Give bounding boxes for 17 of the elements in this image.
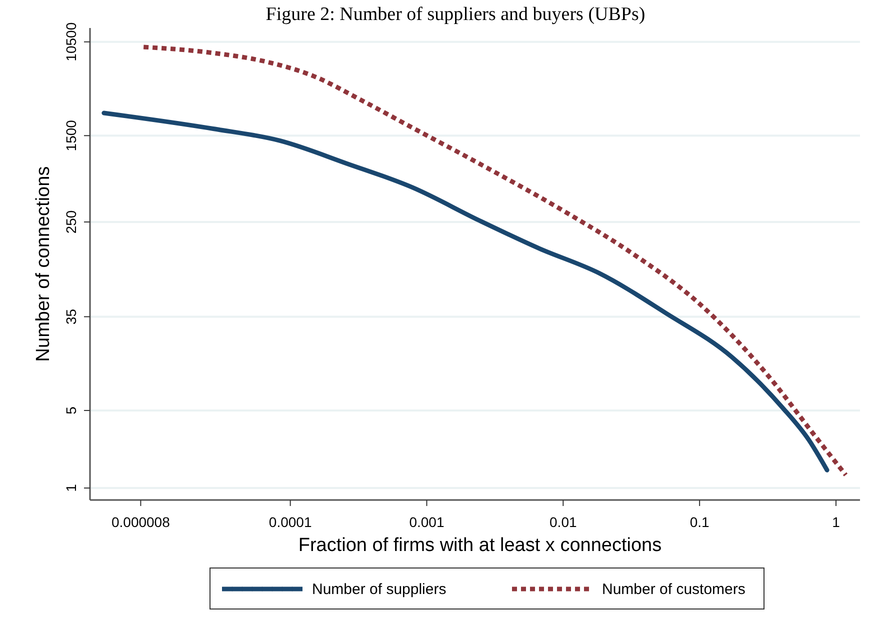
legend-label: Number of suppliers: [312, 581, 446, 598]
x-axis-title: Fraction of firms with at least x connections: [298, 535, 662, 556]
x-tick-label: 0.01: [550, 514, 577, 530]
x-tick-label: 0.001: [409, 514, 444, 530]
x-tick-label: 0.0001: [268, 514, 312, 530]
y-tick-label: 1500: [63, 120, 79, 152]
x-tick-label: 0.000008: [111, 514, 170, 530]
y-tick-label: 35: [63, 308, 79, 324]
y-tick-label: 250: [63, 210, 79, 234]
y-tick-label: 10500: [63, 22, 79, 62]
legend-label: Number of customers: [602, 581, 746, 598]
y-tick-label: 1: [63, 484, 79, 492]
x-tick-label: 0.1: [690, 514, 710, 530]
y-tick-label: 5: [63, 406, 79, 414]
chart-title: Figure 2: Number of suppliers and buyers (UBPs): [266, 4, 646, 25]
y-axis-title: Number of connections: [33, 166, 54, 362]
x-tick-label: 1: [832, 514, 840, 530]
